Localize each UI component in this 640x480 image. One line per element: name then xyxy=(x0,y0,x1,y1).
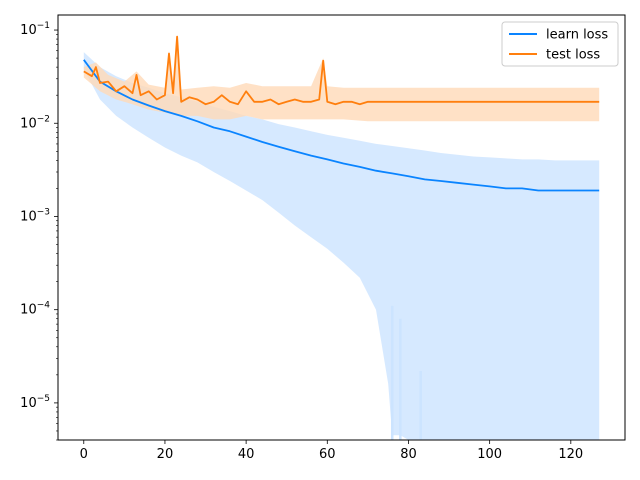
y-tick-label-1: 10−4 xyxy=(20,301,50,318)
y-tick-label-2: 10−3 xyxy=(20,207,50,224)
series-line-learn-loss xyxy=(83,59,600,192)
band-learn-loss xyxy=(83,52,600,440)
band-test-loss xyxy=(83,34,600,122)
x-tick-label-120: 120 xyxy=(558,447,583,462)
plot-content xyxy=(83,34,600,440)
y-tick-label-3: 10−2 xyxy=(20,114,50,131)
plot-area xyxy=(83,34,600,440)
legend: learn loss test loss xyxy=(501,21,619,67)
series-line-test-loss xyxy=(83,35,600,106)
y-tick-label-4: 10−1 xyxy=(20,21,50,38)
axes-frame xyxy=(57,14,626,441)
x-tick-label-0: 0 xyxy=(80,447,88,462)
x-axis: 0 20 40 60 80 100 120 xyxy=(80,440,583,462)
legend-label-test-loss: test loss xyxy=(546,48,600,63)
x-tick-label-40: 40 xyxy=(238,447,255,462)
x-tick-label-20: 20 xyxy=(157,447,174,462)
x-tick-label-80: 80 xyxy=(400,447,417,462)
legend-label-learn-loss: learn loss xyxy=(546,28,608,43)
y-axis: 10−5 10−4 10−3 10−2 10−1 xyxy=(20,21,58,441)
x-tick-label-100: 100 xyxy=(477,447,502,462)
x-tick-label-60: 60 xyxy=(319,447,336,462)
y-tick-label-0: 10−5 xyxy=(20,394,50,411)
